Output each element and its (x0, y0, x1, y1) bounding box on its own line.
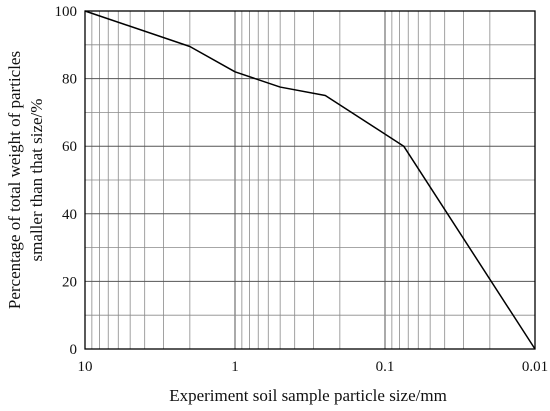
x-axis-label: Experiment soil sample particle size/mm (169, 386, 447, 405)
y-tick-label: 40 (62, 207, 77, 223)
x-tick-label: 10 (78, 359, 93, 375)
plot-frame (84, 10, 536, 350)
y-tick-label: 20 (62, 274, 77, 290)
x-tick-label: 1 (231, 359, 239, 375)
y-tick-labels: 0 20 40 60 80 100 (55, 4, 78, 358)
series-line-0 (84, 10, 536, 350)
y-axis-label-line-2: smaller than that size/% (27, 99, 46, 262)
x-tick-label: 0.1 (376, 359, 395, 375)
y-tick-label: 0 (70, 342, 78, 358)
series-layer (84, 10, 536, 350)
plot-border (84, 10, 536, 350)
grid-lines (85, 11, 535, 349)
x-tick-labels: 10 1 0.1 0.01 (78, 359, 549, 375)
y-axis-label-line-1: Percentage of total weight of particles (5, 51, 24, 309)
y-tick-label: 100 (55, 4, 78, 20)
y-tick-label: 80 (62, 72, 77, 88)
x-tick-label: 0.01 (522, 359, 548, 375)
y-tick-label: 60 (62, 139, 77, 155)
